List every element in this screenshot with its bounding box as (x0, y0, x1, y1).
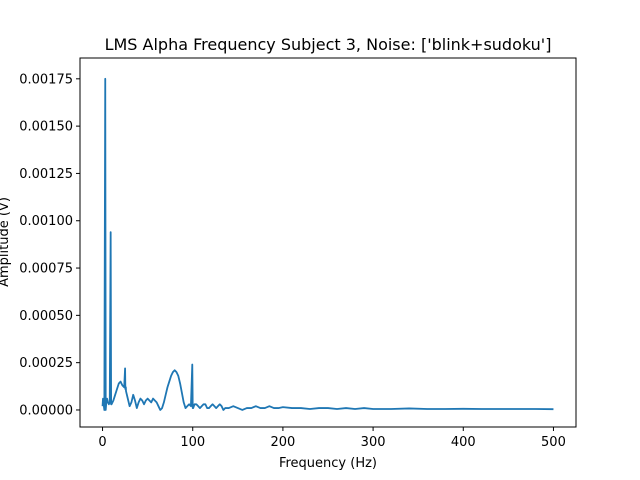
y-tick-label: 0.00150 (19, 120, 73, 135)
plot-frame (79, 57, 577, 428)
y-tick-label: 0.00025 (19, 356, 73, 371)
y-tick-label: 0.00050 (19, 309, 73, 324)
x-tick-label: 500 (541, 435, 566, 450)
y-tick-label: 0.00075 (19, 262, 73, 277)
y-axis-label: Amplitude (V) (0, 197, 12, 287)
x-axis-ticks: 0 100 200 300 400 500 (98, 427, 566, 450)
x-tick-label: 100 (180, 435, 205, 450)
x-tick-label: 200 (270, 435, 295, 450)
y-tick-label: 0.00100 (19, 214, 73, 229)
x-tick-label: 300 (361, 435, 386, 450)
y-tick-label: 0.00175 (19, 72, 73, 87)
series-line (101, 77, 554, 411)
y-tick-label: 0.00125 (19, 167, 73, 182)
x-tick-label: 0 (98, 435, 106, 450)
chart-title: LMS Alpha Frequency Subject 3, Noise: ['… (105, 35, 552, 54)
x-axis-label: Frequency (Hz) (279, 456, 377, 471)
y-axis-ticks: 0.00000 0.00025 0.00050 0.00075 0.00100 0.001… (19, 72, 80, 418)
x-tick-label: 400 (451, 435, 476, 450)
y-tick-label: 0.00000 (19, 403, 73, 418)
